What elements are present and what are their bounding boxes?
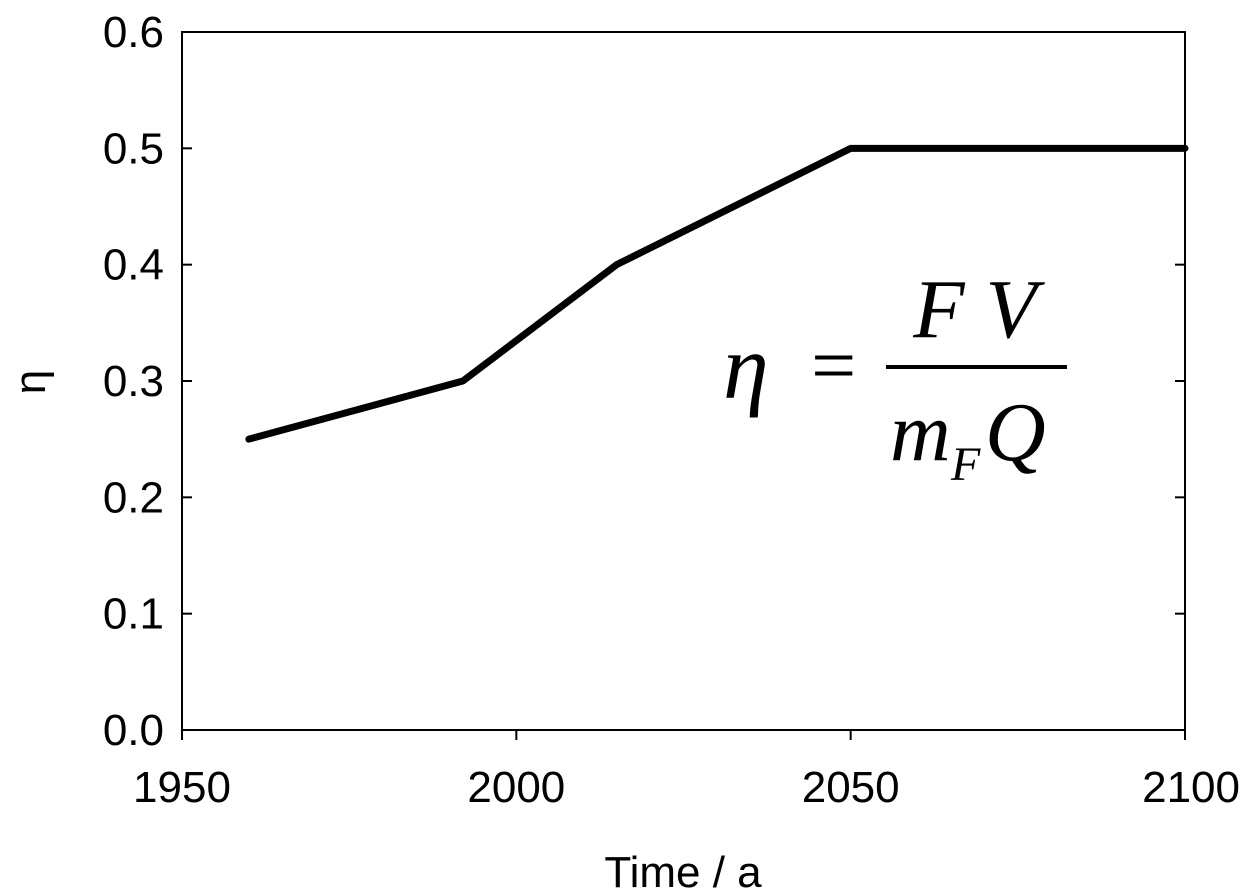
y-tick-label: 0.2 [103, 473, 164, 522]
x-tick-label: 2050 [802, 763, 900, 812]
x-tick-label: 2100 [1142, 763, 1240, 812]
plot-border [181, 31, 1186, 731]
y-tick-label: 0.0 [103, 706, 164, 755]
y-tick-label: 0.3 [103, 357, 164, 406]
formula-numerator: F V [912, 263, 1045, 356]
plot-area [181, 31, 1186, 731]
series-line [245, 144, 1189, 443]
y-axis-title: η [6, 370, 55, 394]
y-tick-label: 0.6 [103, 8, 164, 57]
x-tick-label: 2000 [467, 763, 565, 812]
x-axis-title: Time / a [604, 848, 762, 895]
series-group [245, 144, 1189, 443]
axis-ticks: 0.0 0.1 0.2 0.3 0.4 0.5 0.6 1950 2000 2050 2100 [103, 8, 1240, 812]
efficiency-formula: η = F V m F Q [723, 263, 1067, 491]
y-tick-label: 0.1 [103, 590, 164, 639]
formula-denominator-subscript: F [950, 438, 981, 491]
x-tick-label: 1950 [133, 763, 231, 812]
y-tick-label: 0.4 [103, 241, 164, 290]
formula-equals: = [806, 322, 860, 410]
y-tick-label: 0.5 [103, 124, 164, 173]
formula-lhs: η [723, 316, 769, 418]
formula-denominator-q: Q [985, 386, 1046, 479]
formula-denominator-m: m [890, 386, 951, 479]
